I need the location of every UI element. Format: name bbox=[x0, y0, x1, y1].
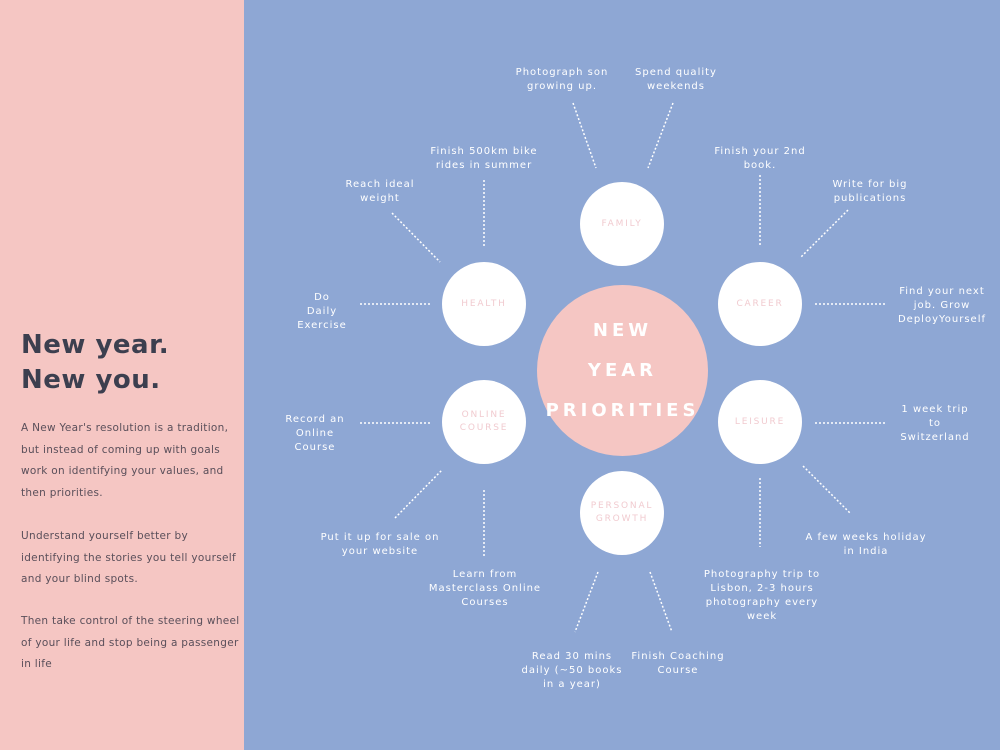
goal-coaching: Finish Coaching Course bbox=[631, 651, 725, 676]
center-circle: NEW YEAR PRIORITIES bbox=[537, 285, 708, 456]
connector-line bbox=[799, 209, 849, 259]
connector-line bbox=[572, 102, 597, 169]
goal-spend-weekends: Spend quality weekends bbox=[635, 67, 717, 92]
headline-line-2: New you. bbox=[21, 365, 161, 395]
goal-daily-exercise: Do Daily Exercise bbox=[297, 292, 347, 331]
category-career: CAREER bbox=[718, 262, 802, 346]
connector-line bbox=[649, 571, 673, 633]
connector-line bbox=[391, 212, 441, 263]
goal-lisbon: Photography trip to Lisbon, 2-3 hours ph… bbox=[703, 569, 821, 622]
goal-second-book: Finish your 2nd book. bbox=[714, 146, 806, 171]
category-personal-growth: PERSONAL GROWTH bbox=[580, 471, 664, 555]
goal-ideal-weight: Reach ideal weight bbox=[345, 179, 415, 204]
understand-paragraph: Understand yourself better by identifyin… bbox=[21, 530, 236, 585]
connector-line bbox=[574, 571, 599, 633]
category-family: FAMILY bbox=[580, 182, 664, 266]
category-health: HEALTH bbox=[442, 262, 526, 346]
goal-write-publications: Write for big publications bbox=[832, 179, 908, 204]
category-leisure: LEISURE bbox=[718, 380, 802, 464]
connector-line bbox=[802, 465, 851, 514]
connector-line bbox=[647, 102, 674, 169]
headline-line-1: New year. bbox=[21, 330, 170, 360]
headline: New year. New you. bbox=[21, 328, 169, 398]
control-paragraph: Then take control of the steering wheel … bbox=[21, 615, 240, 670]
goal-read-books: Read 30 mins daily (~50 books in a year) bbox=[521, 651, 623, 690]
goal-sell-website: Put it up for sale on your website bbox=[320, 532, 440, 557]
intro-paragraph: A New Year's resolution is a tradition, … bbox=[21, 422, 229, 499]
goal-next-job: Find your next job. Grow DeployYourself bbox=[897, 286, 987, 325]
goal-record-course: Record an Online Course bbox=[285, 414, 345, 453]
goal-masterclass: Learn from Masterclass Online Courses bbox=[428, 569, 542, 608]
goal-india: A few weeks holiday in India bbox=[805, 532, 927, 557]
goal-bike-rides: Finish 500km bike rides in summer bbox=[430, 146, 538, 171]
goal-photograph-son: Photograph son growing up. bbox=[515, 67, 609, 92]
left-panel: New year. New you. A New Year's resoluti… bbox=[0, 0, 244, 750]
category-online-course: ONLINE COURSE bbox=[442, 380, 526, 464]
goal-switzerland: 1 week trip to Switzerland bbox=[900, 404, 970, 443]
connector-line bbox=[394, 469, 443, 519]
